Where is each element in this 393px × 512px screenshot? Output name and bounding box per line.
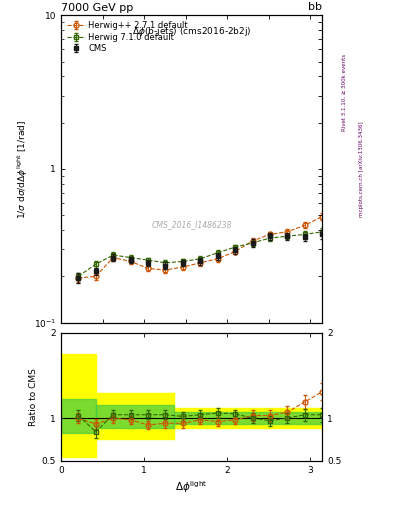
Legend: Herwig++ 2.7.1 default, Herwig 7.1.0 default, CMS: Herwig++ 2.7.1 default, Herwig 7.1.0 def… (65, 19, 190, 55)
Text: b$\bar{\mathrm{b}}$: b$\bar{\mathrm{b}}$ (307, 0, 322, 13)
Y-axis label: Ratio to CMS: Ratio to CMS (29, 368, 37, 426)
Text: mcplots.cern.ch [arXiv:1306.3436]: mcplots.cern.ch [arXiv:1306.3436] (359, 121, 364, 217)
X-axis label: $\Delta\phi^{\mathrm{light}}$: $\Delta\phi^{\mathrm{light}}$ (175, 479, 208, 495)
Text: $\Delta\phi$(b-jets) (cms2016-2b2j): $\Delta\phi$(b-jets) (cms2016-2b2j) (132, 25, 252, 37)
Text: 7000 GeV pp: 7000 GeV pp (61, 3, 133, 13)
Y-axis label: 1/$\sigma$ d$\sigma$/d$\Delta\phi^{\mathrm{light}}$ [1/rad]: 1/$\sigma$ d$\sigma$/d$\Delta\phi^{\math… (15, 119, 29, 219)
Text: CMS_2016_I1486238: CMS_2016_I1486238 (151, 220, 232, 229)
Text: Rivet 3.1.10, ≥ 300k events: Rivet 3.1.10, ≥ 300k events (342, 54, 346, 131)
